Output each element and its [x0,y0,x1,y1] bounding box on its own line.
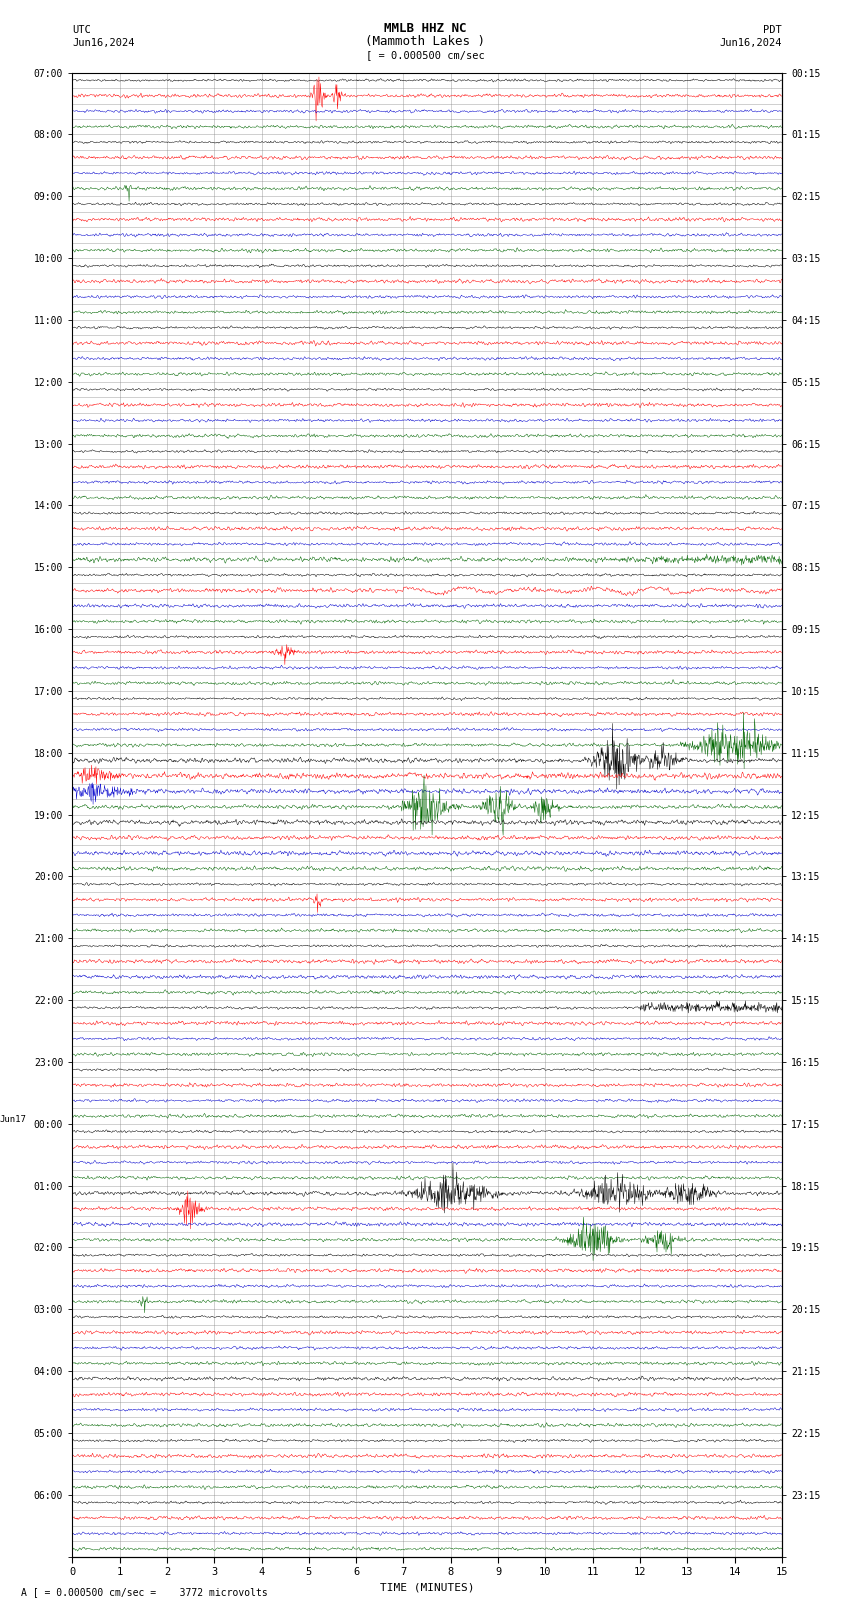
Text: PDT: PDT [763,24,782,35]
Text: Jun16,2024: Jun16,2024 [719,39,782,48]
Text: [ = 0.000500 cm/sec: [ = 0.000500 cm/sec [366,50,484,60]
Text: A [ = 0.000500 cm/sec =    3772 microvolts: A [ = 0.000500 cm/sec = 3772 microvolts [21,1587,268,1597]
Text: UTC: UTC [72,24,91,35]
Text: Jun17: Jun17 [0,1115,26,1124]
Text: MMLB HHZ NC: MMLB HHZ NC [383,21,467,35]
Text: Jun16,2024: Jun16,2024 [72,39,135,48]
Text: (Mammoth Lakes ): (Mammoth Lakes ) [365,35,485,48]
X-axis label: TIME (MINUTES): TIME (MINUTES) [380,1582,474,1592]
